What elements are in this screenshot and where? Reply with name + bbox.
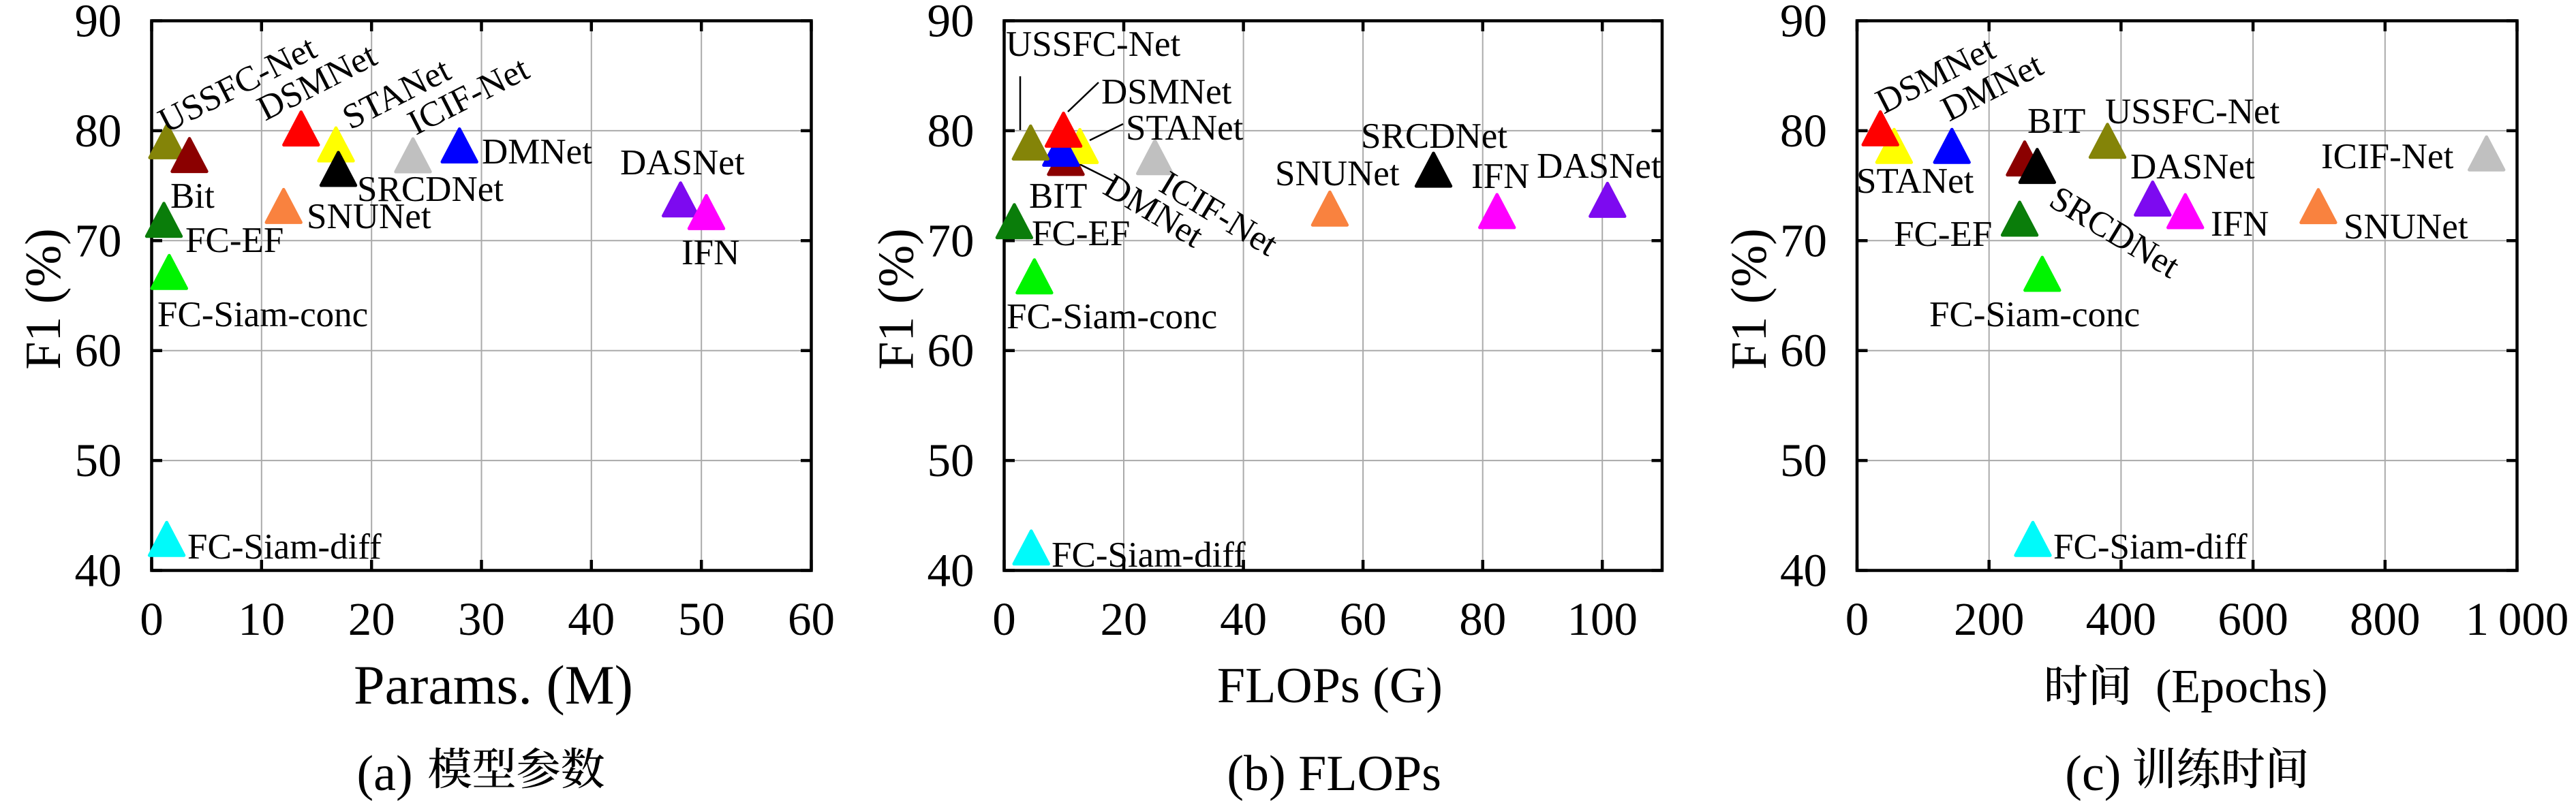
svg-text:70: 70 — [927, 215, 975, 266]
svg-text:40: 40 — [1220, 593, 1267, 645]
svg-text:60: 60 — [1780, 325, 1827, 377]
svg-text:BIT: BIT — [2027, 101, 2085, 141]
svg-text:30: 30 — [458, 593, 505, 645]
svg-text:50: 50 — [1780, 435, 1827, 486]
svg-text:USSFC-Net: USSFC-Net — [1006, 25, 1181, 64]
svg-text:(a): (a) — [357, 746, 413, 801]
svg-text:STANet: STANet — [1856, 161, 1974, 201]
svg-text:90: 90 — [1780, 0, 1827, 47]
svg-text:0: 0 — [1845, 593, 1869, 645]
svg-text:BIT: BIT — [1029, 176, 1087, 216]
svg-text:200: 200 — [1954, 593, 2025, 645]
svg-text:FC-Siam-conc: FC-Siam-conc — [1007, 297, 1217, 336]
svg-text:SNUNet: SNUNet — [307, 197, 431, 236]
svg-text:60: 60 — [788, 593, 835, 645]
svg-text:FC-Siam-conc: FC-Siam-conc — [157, 295, 368, 334]
svg-text:F1 (%): F1 (%) — [869, 228, 925, 370]
svg-text:F1 (%): F1 (%) — [16, 228, 72, 370]
svg-text:40: 40 — [1780, 545, 1827, 597]
svg-text:USSFC-Net: USSFC-Net — [2105, 92, 2280, 131]
svg-text:(c): (c) — [2065, 746, 2121, 801]
svg-text:SNUNet: SNUNet — [1275, 154, 1400, 193]
svg-text:IFN: IFN — [1471, 157, 1529, 196]
svg-text:100: 100 — [1567, 593, 1638, 645]
svg-text:F1 (%): F1 (%) — [1721, 228, 1777, 370]
svg-text:FC-Siam-diff: FC-Siam-diff — [187, 527, 382, 567]
svg-text:FC-EF: FC-EF — [1032, 214, 1130, 253]
svg-text:FC-Siam-conc: FC-Siam-conc — [1929, 295, 2140, 334]
svg-text:Params. (M): Params. (M) — [354, 654, 633, 716]
svg-text:SNUNet: SNUNet — [2344, 207, 2468, 247]
svg-text:90: 90 — [927, 0, 975, 47]
svg-text:(Epochs): (Epochs) — [2156, 661, 2328, 713]
svg-text:50: 50 — [678, 593, 725, 645]
svg-text:60: 60 — [927, 325, 975, 377]
svg-text:FC-EF: FC-EF — [185, 221, 283, 260]
svg-text:SRCDNet: SRCDNet — [357, 170, 504, 209]
svg-text:(b) FLOPs: (b) FLOPs — [1227, 746, 1441, 801]
svg-text:0: 0 — [992, 593, 1016, 645]
svg-text:90: 90 — [75, 0, 122, 47]
svg-text:40: 40 — [568, 593, 615, 645]
svg-text:Bit: Bit — [170, 176, 215, 216]
svg-text:SRCDNet: SRCDNet — [1361, 116, 1507, 156]
svg-text:ICIF-Net: ICIF-Net — [2321, 137, 2454, 176]
svg-text:FC-Siam-diff: FC-Siam-diff — [1052, 535, 1246, 575]
svg-text:80: 80 — [1780, 105, 1827, 157]
svg-text:60: 60 — [1340, 593, 1387, 645]
svg-text:60: 60 — [75, 325, 122, 377]
svg-text:40: 40 — [927, 545, 975, 597]
svg-text:40: 40 — [75, 545, 122, 597]
svg-text:FC-EF: FC-EF — [1894, 215, 1992, 254]
svg-text:DSMNet: DSMNet — [1101, 72, 1232, 112]
svg-text:0: 0 — [140, 593, 164, 645]
svg-text:70: 70 — [1780, 215, 1827, 266]
svg-text:IFN: IFN — [681, 233, 739, 272]
svg-text:80: 80 — [1459, 593, 1506, 645]
svg-text:1 000: 1 000 — [2466, 593, 2569, 645]
svg-text:50: 50 — [75, 435, 122, 486]
svg-text:IFN: IFN — [2211, 204, 2269, 244]
svg-text:800: 800 — [2350, 593, 2421, 645]
svg-text:20: 20 — [348, 593, 395, 645]
svg-text:20: 20 — [1101, 593, 1148, 645]
svg-text:600: 600 — [2218, 593, 2288, 645]
svg-text:70: 70 — [75, 215, 122, 266]
svg-text:DASNet: DASNet — [2130, 147, 2255, 187]
svg-text:80: 80 — [75, 105, 122, 157]
svg-text:DMNet: DMNet — [482, 132, 592, 172]
svg-text:STANet: STANet — [1126, 108, 1244, 148]
svg-text:FC-Siam-diff: FC-Siam-diff — [2053, 527, 2248, 567]
svg-text:DASNet: DASNet — [620, 143, 745, 183]
svg-text:50: 50 — [927, 435, 975, 486]
svg-text:FLOPs (G): FLOPs (G) — [1217, 658, 1443, 714]
svg-text:80: 80 — [927, 105, 975, 157]
svg-text:10: 10 — [238, 593, 285, 645]
svg-text:400: 400 — [2086, 593, 2157, 645]
svg-text:DASNet: DASNet — [1537, 146, 1661, 186]
